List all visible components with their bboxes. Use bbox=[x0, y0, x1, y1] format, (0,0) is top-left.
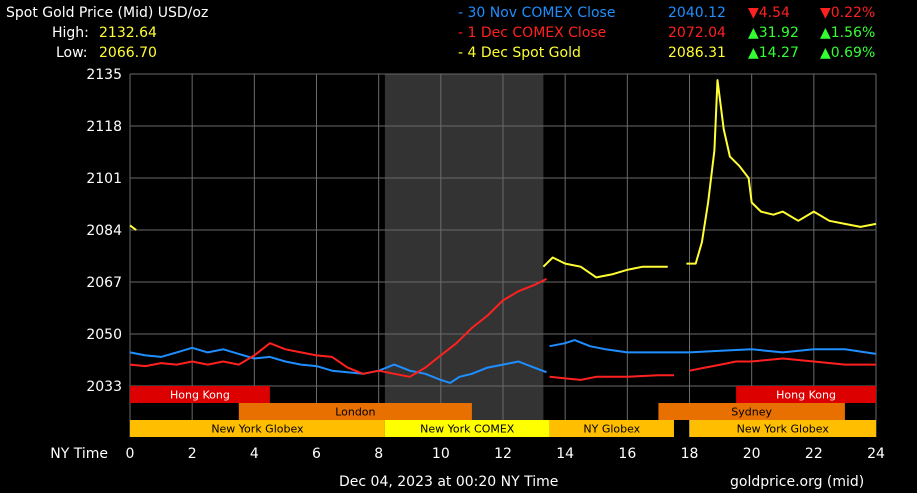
legend-change: ▲31.92 bbox=[748, 25, 799, 41]
session-label: New York COMEX bbox=[420, 423, 515, 436]
footer-source: goldprice.org (mid) bbox=[730, 474, 865, 490]
y-tick-label: 2135 bbox=[86, 67, 122, 83]
low-label: Low: bbox=[56, 45, 88, 61]
y-tick-label: 2067 bbox=[86, 275, 122, 291]
session-label: New York Globex bbox=[737, 423, 830, 436]
session-bar bbox=[549, 420, 674, 437]
session-label: Sydney bbox=[731, 406, 772, 419]
session-label: NY Globex bbox=[583, 423, 640, 436]
x-tick-label: 16 bbox=[618, 446, 636, 462]
comex-hours-band bbox=[384, 74, 544, 437]
session-label: Hong Kong bbox=[170, 389, 230, 402]
x-tick-label: 8 bbox=[374, 446, 383, 462]
y-tick-label: 2033 bbox=[86, 379, 122, 395]
x-tick-label: 10 bbox=[432, 446, 450, 462]
series-line bbox=[549, 339, 877, 355]
y-tick-label: 2084 bbox=[86, 223, 122, 239]
legend-pct: ▼0.22% bbox=[820, 5, 876, 21]
legend-name: - 30 Nov COMEX Close bbox=[458, 5, 616, 21]
footer-timestamp: Dec 04, 2023 at 00:20 NY Time bbox=[339, 474, 559, 490]
session-label: Hong Kong bbox=[776, 389, 836, 402]
x-tick-label: 0 bbox=[126, 446, 135, 462]
x-tick-label: 22 bbox=[805, 446, 823, 462]
series-line bbox=[129, 346, 547, 384]
y-tick-label: 2118 bbox=[86, 119, 122, 135]
x-tick-label: 24 bbox=[867, 446, 885, 462]
session-bar bbox=[130, 420, 385, 437]
session-bar bbox=[384, 420, 550, 437]
x-tick-label: 14 bbox=[556, 446, 574, 462]
series-line bbox=[549, 374, 674, 381]
legend-price: 2086.31 bbox=[668, 45, 726, 61]
y-tick-label: 2101 bbox=[86, 171, 122, 187]
high-label: High: bbox=[52, 25, 89, 41]
x-tick-label: 18 bbox=[681, 446, 699, 462]
series-line bbox=[686, 79, 877, 265]
series-line bbox=[689, 357, 876, 372]
session-bar bbox=[130, 386, 270, 403]
x-axis-title: NY Time bbox=[50, 446, 108, 462]
series-line bbox=[129, 278, 547, 378]
session-bar bbox=[689, 420, 876, 437]
y-tick-label: 2050 bbox=[86, 327, 122, 343]
legend-pct: ▲0.69% bbox=[820, 45, 876, 61]
series-line bbox=[542, 256, 668, 279]
session-label: London bbox=[335, 406, 375, 419]
legend-price: 2072.04 bbox=[668, 25, 726, 41]
legend-name: - 1 Dec COMEX Close bbox=[458, 25, 607, 41]
session-bar bbox=[658, 403, 845, 420]
x-tick-label: 20 bbox=[743, 446, 761, 462]
session-bar bbox=[736, 386, 876, 403]
low-value: 2066.70 bbox=[99, 45, 157, 61]
legend-change: ▼4.54 bbox=[748, 5, 790, 21]
legend-pct: ▲1.56% bbox=[820, 25, 876, 41]
high-value: 2132.64 bbox=[99, 25, 157, 41]
legend-change: ▲14.27 bbox=[748, 45, 799, 61]
series-line bbox=[129, 224, 137, 231]
x-tick-label: 6 bbox=[312, 446, 321, 462]
legend-price: 2040.12 bbox=[668, 5, 726, 21]
chart-title: Spot Gold Price (Mid) USD/oz bbox=[6, 5, 209, 21]
x-tick-label: 12 bbox=[494, 446, 512, 462]
x-tick-label: 2 bbox=[188, 446, 197, 462]
legend-name: - 4 Dec Spot Gold bbox=[458, 45, 581, 61]
session-bar bbox=[238, 403, 472, 420]
x-tick-label: 4 bbox=[250, 446, 259, 462]
session-label: New York Globex bbox=[211, 423, 304, 436]
